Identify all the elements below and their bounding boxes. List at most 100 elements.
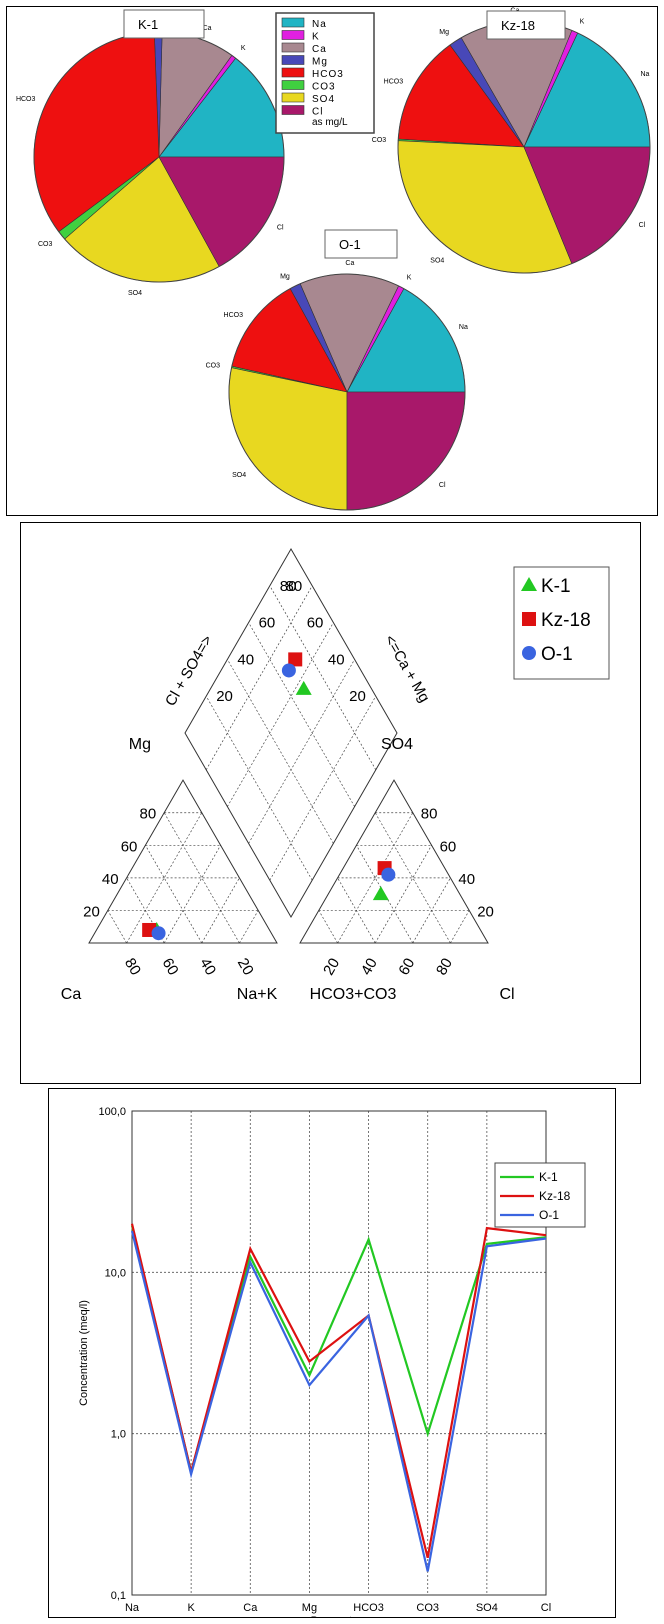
pie-slice-label: Cl [277, 225, 284, 232]
pie-legend-swatch-CO3 [281, 80, 305, 90]
tick-label-so4: 40 [458, 871, 475, 888]
pie-slice-label: HCO3 [384, 79, 404, 86]
tick-label-ca: 40 [196, 955, 219, 978]
legend-label-O-1: O-1 [541, 644, 573, 665]
tick-label-clso4: 20 [349, 688, 366, 705]
pie-legend-label-K: K [312, 32, 320, 43]
pie-title-box [324, 229, 398, 259]
point-cation-O-1 [151, 926, 166, 941]
x-tick-label: SO4 [476, 1602, 498, 1614]
pie-legend-swatch-Na [281, 17, 305, 28]
schoeller-diagram-panel: 0,1 1,0 10,0 100,0 Na K Ca Mg HCO3 CO3 SO4 Cl Parame… [48, 1088, 616, 1618]
grid-line [269, 585, 377, 770]
x-tick-label: Mg [302, 1602, 317, 1614]
pie-legend-label-Mg: Mg [312, 57, 328, 68]
grid-line [145, 845, 203, 944]
grid-line [248, 622, 355, 807]
pie-legend-label-HCO3: HCO3 [312, 69, 344, 80]
pie-outline [228, 273, 466, 511]
pie-slice-label: HCO3 [16, 96, 36, 103]
pie-title: O-1 [339, 237, 361, 252]
grid-line [163, 845, 221, 944]
legend-label-Kz-18: Kz-18 [539, 1189, 571, 1203]
piper-diagram-panel: 20 20 20 20 20 20 40 40 40 40 40 40 60 60 60 60 60 60 80 80… [20, 522, 641, 1084]
tick-label-clso4: 40 [328, 651, 345, 668]
y-tick-label: 0,1 [111, 1590, 126, 1602]
tick-label-cl: 60 [395, 955, 418, 978]
tick-label-so4: 60 [440, 838, 457, 855]
point-diamond-O-1 [281, 663, 296, 678]
pie-slice-label: SO4 [128, 290, 142, 297]
x-tick-label: Na [125, 1602, 140, 1614]
pie-slice-label: HCO3 [224, 312, 244, 319]
piper-grid [107, 585, 470, 944]
schoeller-grid [132, 1111, 546, 1595]
pie-slice-label: Na [641, 71, 650, 78]
pie-legend-swatch-Cl [281, 105, 305, 115]
tick-label-mg: 60 [121, 838, 138, 855]
pie-slice-label: SO4 [430, 258, 444, 265]
pie-slice-label: SO4 [232, 472, 246, 479]
schoeller-diagram-svg: 0,1 1,0 10,0 100,0 Na K Ca Mg HCO3 CO3 SO4 Cl Parame… [78, 1106, 586, 1617]
x-tick-label: HCO3 [353, 1602, 384, 1614]
pie-slice-label: CO3 [206, 362, 221, 369]
pie-slice-label: Cl [439, 482, 446, 489]
grid-line [107, 910, 127, 944]
tick-label-mg: 80 [140, 806, 157, 823]
pie-title: Kz-18 [501, 18, 535, 33]
pie-slice-O-1-Cl [346, 391, 466, 511]
anion-triangle [299, 779, 489, 944]
y-tick-label: 1,0 [111, 1429, 126, 1441]
piper-legend: K-1 Kz-18 O-1 [513, 566, 610, 680]
pie-legend-units: as mg/L [312, 117, 348, 128]
series-line-O-1 [130, 1230, 547, 1572]
grid-line [269, 696, 377, 881]
pie-slice-label: CO3 [38, 241, 53, 248]
pie-title-box [123, 9, 205, 39]
pie-slice-label: K [241, 45, 246, 52]
pie-legend-swatch-Ca [281, 42, 305, 53]
legend-label-Kz-18: Kz-18 [541, 610, 591, 631]
x-tick-label: Cl [541, 1602, 551, 1614]
pie-legend-label-Cl: Cl [312, 107, 323, 118]
grid-line [337, 877, 376, 944]
label-ca-mg: <=Ca + Mg [381, 632, 433, 705]
pie-Kz-18: NaKCaMgHCO3CO3SO4ClKz-18 [372, 7, 651, 274]
pie-legend-label-CO3: CO3 [312, 82, 336, 93]
label-mg: Mg [129, 736, 151, 753]
x-tick-label: Ca [243, 1602, 258, 1614]
point-diamond-K-1 [295, 680, 312, 695]
schoeller-frame [131, 1110, 547, 1596]
piper-diamond [184, 547, 398, 919]
legend-label-K-1: K-1 [539, 1170, 558, 1184]
grid-line [248, 659, 355, 844]
label-so4: SO4 [381, 736, 413, 753]
pie-legend-label-Na: Na [312, 19, 327, 30]
pie-slice-label: Ca [345, 260, 354, 267]
pie-legend-label-Ca: Ca [312, 44, 327, 55]
pie-legend-swatch-SO4 [281, 92, 305, 103]
pie-slice-label: CO3 [372, 137, 387, 144]
y-axis-label: Concentration (meq/l) [78, 1300, 90, 1406]
tick-label-ca: 60 [159, 955, 182, 978]
tick-label-clso4: 80 [286, 578, 303, 595]
grid-line [205, 696, 313, 881]
pie-legend-swatch-Mg [281, 55, 305, 65]
x-axis-label: Parameters [311, 1615, 368, 1617]
point-diamond-Kz-18 [288, 652, 303, 667]
tick-label-cl: 80 [433, 955, 456, 978]
tick-label-camg: 80 [280, 578, 297, 595]
pie-legend-label-SO4: SO4 [312, 94, 335, 105]
label-cl-so4: Cl + SO4=> [162, 632, 216, 709]
tick-label-so4: 80 [421, 806, 438, 823]
pie-charts-svg: NaKCaMgHCO3CO3SO4ClK-1NaKCaMgHCO3CO3SO4C… [16, 7, 651, 511]
pie-slice-O-1-SO4 [228, 367, 348, 511]
pie-slice-label: Na [459, 324, 468, 331]
legend-label-K-1: K-1 [541, 576, 571, 597]
tick-label-ca: 20 [234, 955, 257, 978]
x-tick-label: K [187, 1602, 195, 1614]
point-anion-O-1 [381, 867, 396, 882]
grid-line [239, 910, 259, 944]
